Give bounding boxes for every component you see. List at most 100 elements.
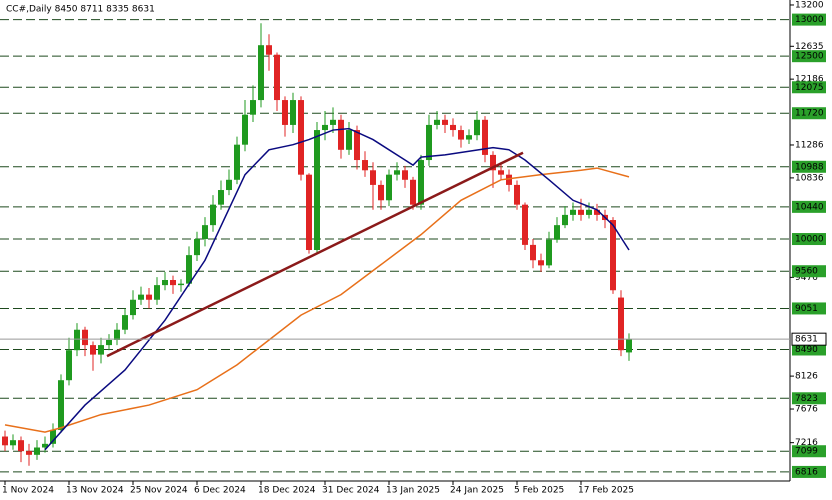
candle-body xyxy=(274,54,280,101)
candle-body xyxy=(74,329,80,351)
x-tick-label: 18 Dec 2024 xyxy=(258,486,316,496)
level-label: 6816 xyxy=(795,467,818,477)
indicator-line xyxy=(106,151,524,358)
x-tick-label: 25 Nov 2024 xyxy=(130,486,188,496)
candle-body xyxy=(474,119,480,136)
candle-body xyxy=(170,279,176,286)
candle-body xyxy=(530,244,536,261)
candle-body xyxy=(298,100,304,175)
candle-body xyxy=(434,119,440,125)
candle-body xyxy=(162,279,168,286)
x-tick-label: 1 Nov 2024 xyxy=(2,486,54,496)
candle-body xyxy=(154,285,160,300)
candle-body xyxy=(586,209,592,215)
candle-body xyxy=(410,179,416,205)
level-label: 7099 xyxy=(795,447,818,457)
y-tick-label: 12635 xyxy=(795,42,824,52)
y-tick-label: 13200 xyxy=(795,0,824,10)
candle-body xyxy=(370,170,376,185)
x-tick-label: 31 Dec 2024 xyxy=(322,486,380,496)
candle-body xyxy=(394,170,400,175)
level-box xyxy=(792,343,826,356)
current-price-label: 8631 xyxy=(795,335,818,345)
level-box xyxy=(792,81,826,94)
indicator-line xyxy=(44,127,630,451)
indicator-line xyxy=(4,167,630,433)
level-label: 12075 xyxy=(795,83,824,93)
candle-body xyxy=(426,124,432,161)
candle-body xyxy=(314,130,320,251)
level-box xyxy=(792,50,826,63)
level-label: 9051 xyxy=(795,304,818,314)
candle-body xyxy=(42,443,48,448)
candle-body xyxy=(258,45,264,101)
candle-body xyxy=(90,345,96,355)
candle-body xyxy=(450,124,456,131)
candle-body xyxy=(618,297,624,351)
chart-title: CC#,Daily 8450 8711 8335 8631 xyxy=(6,5,155,15)
x-tick-label: 13 Jan 2025 xyxy=(386,486,440,496)
level-box xyxy=(792,13,826,26)
y-tick-label: 8126 xyxy=(795,372,818,382)
candle-body xyxy=(266,45,272,55)
candle-body xyxy=(202,225,208,240)
candle-body xyxy=(338,119,344,150)
candle-body xyxy=(354,130,360,161)
level-box xyxy=(792,445,826,458)
candle-body xyxy=(386,174,392,201)
candle-body xyxy=(610,220,616,291)
candle-body xyxy=(250,100,256,115)
candle-body xyxy=(290,100,296,125)
level-box xyxy=(792,160,826,173)
level-label: 12500 xyxy=(795,52,824,62)
x-tick-label: 24 Jan 2025 xyxy=(450,486,504,496)
candle-body xyxy=(210,204,216,226)
candle-body xyxy=(490,154,496,171)
candle-body xyxy=(10,440,16,446)
level-box xyxy=(792,233,826,246)
candle-body xyxy=(178,283,184,286)
candle-body xyxy=(114,329,120,340)
x-tick-label: 5 Feb 2025 xyxy=(514,486,564,496)
candle-body xyxy=(594,209,600,215)
y-tick-label: 7676 xyxy=(795,405,818,415)
candle-body xyxy=(58,380,64,430)
candle-body xyxy=(442,119,448,125)
candle-body xyxy=(546,239,552,266)
candle-body xyxy=(554,225,560,240)
level-label: 11720 xyxy=(795,109,824,119)
candle-body xyxy=(82,329,88,346)
candle-body xyxy=(34,447,40,455)
candle-body xyxy=(578,209,584,215)
level-box xyxy=(792,200,826,213)
candle-body xyxy=(346,130,352,150)
candle-body xyxy=(138,294,144,300)
candle-body xyxy=(50,429,56,444)
level-label: 7823 xyxy=(795,394,818,404)
candle-body xyxy=(458,130,464,140)
y-tick-label: 11286 xyxy=(795,140,824,150)
candle-body xyxy=(106,339,112,346)
candle-body xyxy=(122,315,128,330)
candle-body xyxy=(234,144,240,180)
candle-body xyxy=(146,294,152,300)
candle-body xyxy=(498,170,504,175)
candle-body xyxy=(506,174,512,185)
candle-body xyxy=(522,204,528,245)
candle-body xyxy=(186,255,192,284)
y-tick-label: 10836 xyxy=(795,173,824,183)
candle-body xyxy=(562,214,568,226)
candle-body xyxy=(2,436,8,446)
level-box xyxy=(792,107,826,120)
x-tick-label: 13 Nov 2024 xyxy=(66,486,124,496)
candle-body xyxy=(322,124,328,131)
candle-body xyxy=(626,339,632,353)
candle-body xyxy=(378,184,384,201)
candle-body xyxy=(66,350,72,381)
current-price-box xyxy=(791,332,827,346)
candle-body xyxy=(418,160,424,205)
candle-body xyxy=(242,114,248,145)
level-box xyxy=(792,265,826,278)
